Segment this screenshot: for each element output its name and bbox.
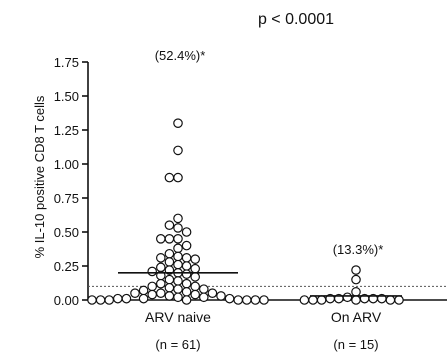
- data-point: [181, 240, 192, 251]
- data-point: [190, 289, 200, 300]
- data-point: [351, 274, 361, 285]
- data-point: [130, 288, 140, 298]
- data-point: [104, 295, 114, 305]
- data-point: [121, 293, 132, 304]
- data-point: [164, 234, 175, 244]
- data-point: [164, 248, 175, 259]
- data-point: [173, 213, 183, 224]
- x-category-n-label: (n = 15): [333, 337, 378, 352]
- y-tick-label: 1.75: [54, 55, 79, 70]
- data-point: [138, 293, 149, 304]
- data-point: [164, 257, 175, 267]
- data-point: [173, 172, 183, 183]
- data-point: [181, 287, 192, 297]
- data-point: [173, 223, 183, 233]
- x-category-label: On ARV: [331, 309, 382, 325]
- data-point: [250, 295, 261, 305]
- y-tick-label: 0.25: [54, 259, 79, 274]
- data-point: [351, 265, 361, 275]
- data-point: [259, 295, 269, 305]
- data-point: [199, 292, 209, 303]
- data-point: [147, 289, 157, 300]
- group-1: (13.3%)* On ARV (n = 15): [299, 242, 404, 352]
- data-point: [156, 234, 166, 244]
- data-point: [190, 272, 200, 282]
- data-point: [190, 263, 200, 274]
- data-point: [190, 281, 200, 292]
- data-point: [164, 172, 175, 183]
- data-point: [164, 291, 175, 301]
- data-point: [147, 281, 157, 292]
- y-tick-label: 1.00: [54, 157, 79, 172]
- data-point: [173, 276, 183, 286]
- group-annotation: (13.3%)*: [333, 242, 384, 257]
- x-category-n-label: (n = 61): [155, 337, 200, 352]
- data-point: [173, 118, 183, 128]
- data-point: [199, 284, 209, 294]
- data-point: [181, 253, 192, 263]
- data-point: [224, 293, 235, 304]
- data-point: [207, 288, 218, 298]
- data-point: [316, 295, 327, 305]
- data-point: [95, 295, 106, 305]
- data-point: [181, 227, 192, 237]
- data-point: [173, 251, 183, 262]
- data-point: [181, 295, 192, 305]
- y-axis-label: % IL-10 positive CD8 T cells: [32, 95, 47, 258]
- data-point: [181, 269, 192, 279]
- data-point: [156, 288, 166, 298]
- y-tick-label: 0.00: [54, 293, 79, 308]
- data-point: [173, 145, 183, 156]
- y-tick-label: 1.25: [54, 123, 79, 138]
- y-axis: 0.00 0.25 0.50 0.75 1.00 1.25 1.50 1.75: [54, 55, 447, 308]
- data-point: [342, 292, 353, 303]
- data-point: [156, 262, 166, 273]
- data-point: [164, 282, 175, 293]
- data-point: [138, 285, 149, 296]
- data-point: [147, 266, 157, 277]
- data-point: [216, 291, 226, 301]
- x-category-label: ARV naive: [145, 309, 211, 325]
- data-point: [242, 295, 252, 305]
- data-point: [233, 295, 243, 305]
- y-tick-label: 1.50: [54, 89, 79, 104]
- data-groups: (52.4%)*ARV naive(n = 61)(13.3%)*On ARV(…: [87, 48, 404, 352]
- data-point: [299, 295, 310, 305]
- y-tick-label: 0.50: [54, 225, 79, 240]
- data-point: [173, 292, 183, 303]
- data-point: [173, 284, 183, 294]
- group-annotation: (52.4%)*: [155, 48, 206, 63]
- data-point: [394, 295, 404, 305]
- data-point: [181, 261, 192, 271]
- data-point: [164, 220, 175, 230]
- data-point: [385, 295, 396, 305]
- data-point: [156, 253, 166, 263]
- data-point: [308, 295, 318, 305]
- data-point: [181, 278, 192, 289]
- data-point: [351, 295, 361, 305]
- data-point: [190, 254, 200, 265]
- data-point: [173, 259, 183, 270]
- group-0: (52.4%)* ARV naive (n = 61): [87, 48, 269, 352]
- data-point: [351, 287, 361, 297]
- data-point: [173, 234, 183, 244]
- data-point: [164, 274, 175, 285]
- chart-title: p < 0.0001: [258, 11, 334, 28]
- y-tick-label: 0.75: [54, 191, 79, 206]
- data-point: [173, 243, 183, 254]
- data-point: [87, 295, 97, 305]
- data-point: [113, 293, 123, 304]
- data-point: [156, 278, 166, 289]
